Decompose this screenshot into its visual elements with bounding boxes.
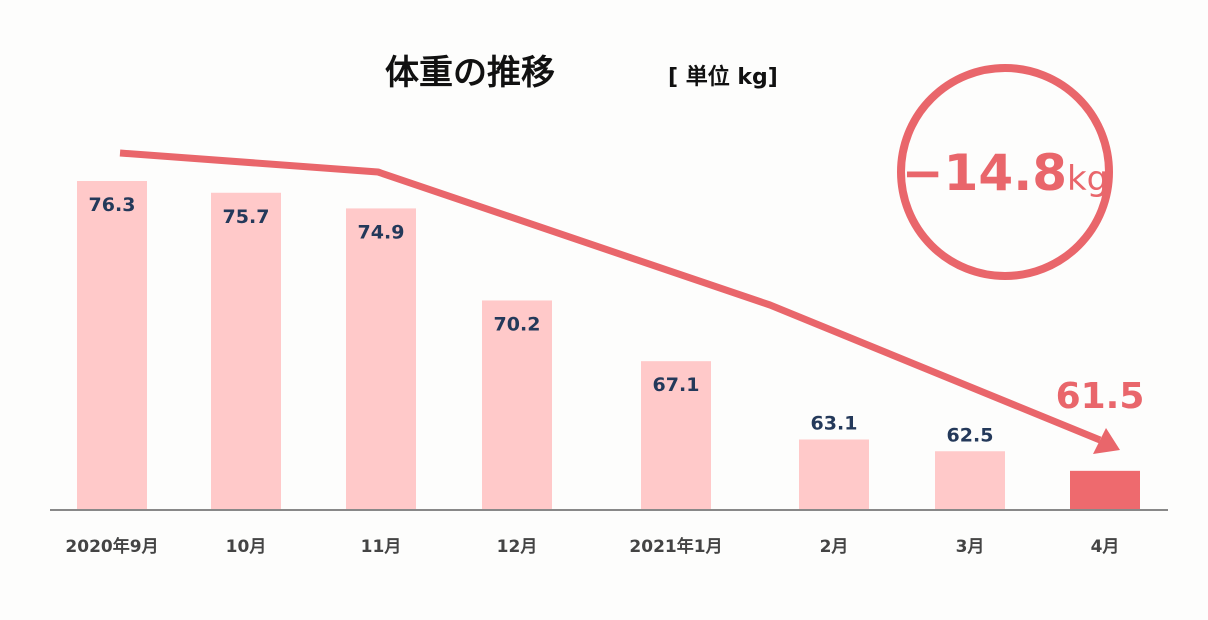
badge-unit: kg: [1067, 159, 1108, 199]
value-label: 76.3: [89, 194, 136, 216]
trend-arrow-line: [119, 149, 1102, 444]
bar: [1070, 470, 1140, 510]
value-label: 67.1: [653, 374, 700, 396]
x-tick-label: 2021年1月: [629, 536, 722, 557]
value-label: 75.7: [223, 206, 270, 228]
badge-value: −14.8: [902, 144, 1067, 202]
value-label: 63.1: [811, 413, 858, 435]
bar: [211, 192, 281, 510]
value-label: 70.2: [494, 313, 541, 335]
trend-arrowhead-icon: [1093, 428, 1120, 454]
x-tick-label: 11月: [361, 537, 402, 557]
reduction-badge-circle: [897, 64, 1113, 280]
value-label: 74.9: [358, 221, 405, 243]
bar: [77, 181, 147, 510]
value-label: 61.5: [1056, 376, 1145, 417]
x-tick-label: 2020年9月: [65, 536, 158, 557]
unit-label: [ 単位 kg]: [668, 64, 778, 90]
x-tick-label: 2月: [820, 537, 849, 557]
bar: [641, 361, 711, 510]
x-tick-label: 10月: [226, 537, 267, 557]
bar: [346, 208, 416, 510]
x-tick-label: 4月: [1091, 537, 1120, 557]
value-label: 62.5: [947, 424, 994, 446]
bar: [935, 451, 1005, 510]
bar: [482, 300, 552, 510]
x-tick-label: 12月: [497, 537, 538, 557]
bar: [799, 439, 869, 510]
chart-title: 体重の推移: [385, 53, 555, 93]
x-tick-label: 3月: [956, 537, 985, 557]
reduction-badge: −14.8kg: [902, 144, 1109, 202]
